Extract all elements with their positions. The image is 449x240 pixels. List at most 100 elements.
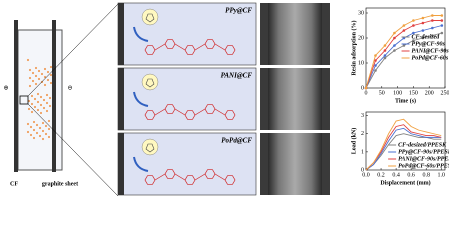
bond (194, 108, 206, 116)
dot (33, 105, 37, 109)
dot (31, 79, 35, 83)
marker (383, 56, 387, 60)
x-tick-label: 1.0 (437, 172, 445, 178)
dot (48, 104, 52, 108)
ring (184, 45, 196, 55)
x-tick-label: 0.8 (422, 172, 430, 178)
monomer-ring (145, 13, 155, 23)
fiber-bar (118, 68, 124, 130)
fiber-label: CF (10, 181, 18, 187)
ring (224, 45, 236, 55)
dot (38, 126, 42, 130)
y-tick-label: 10 (358, 60, 364, 66)
dot (35, 123, 39, 127)
bond (174, 108, 186, 116)
electrochemical-cell (14, 3, 119, 197)
legend-label: PANI@CF-90s (412, 48, 449, 54)
dot (47, 127, 51, 131)
dot (43, 75, 47, 79)
marker (440, 24, 444, 27)
marker (421, 21, 425, 25)
dot (27, 99, 31, 103)
legend-label: PoPd@CF-60s (412, 55, 449, 61)
dot (38, 134, 42, 138)
bond (194, 43, 206, 51)
dot (49, 73, 53, 77)
figure: ⊕ ⊖ CF graphite sheet PPy@CF PANI@CF PoPd@… (3, 2, 449, 197)
sem-fiber (268, 3, 322, 65)
series-line (365, 133, 442, 171)
x-tick-label: 150 (409, 90, 418, 96)
marker (412, 31, 415, 35)
bond (214, 43, 226, 51)
arrow (133, 26, 149, 42)
ring (144, 110, 156, 120)
fiber-bar (118, 3, 124, 65)
y-tick-label: 20 (358, 35, 364, 41)
dot (37, 77, 41, 81)
dot (45, 93, 49, 97)
marker (421, 36, 425, 40)
marker (431, 19, 434, 22)
marker (440, 31, 444, 35)
dot (26, 130, 30, 134)
marker (412, 39, 415, 42)
dot (42, 106, 46, 110)
marker (374, 64, 377, 67)
y-axis-label: Resin adsorption (%) (350, 20, 357, 75)
panel (117, 132, 257, 196)
dot (28, 68, 32, 72)
y-tick-label: 0 (361, 167, 364, 173)
dot (44, 124, 48, 128)
y-tick-label: 1 (361, 149, 364, 155)
x-axis-label: Displacement (mm) (380, 179, 430, 186)
panel (117, 2, 257, 66)
plot-frame (365, 7, 446, 89)
dot (32, 128, 36, 132)
y-tick-label: 2 (361, 131, 364, 137)
dot (41, 137, 45, 141)
marker (364, 86, 368, 90)
dot (41, 129, 45, 133)
dot (45, 101, 49, 105)
dot (31, 71, 35, 75)
sem-fiber (268, 68, 322, 130)
dot (41, 121, 45, 125)
legend-label: PoPd@CF-60s/PPESK (398, 163, 449, 169)
dot (34, 82, 38, 86)
dot (47, 135, 51, 139)
dot (28, 76, 32, 80)
dot (39, 103, 43, 107)
arrow (133, 156, 149, 172)
marker (393, 31, 396, 35)
y-axis-label: Load (kN) (350, 128, 357, 155)
bond (154, 173, 166, 181)
marker (374, 69, 377, 72)
marker (431, 34, 434, 37)
series-line (365, 124, 442, 171)
marker (421, 16, 425, 20)
dot (33, 97, 37, 101)
monomer-icon (141, 73, 159, 91)
marker (412, 24, 415, 27)
marker (431, 14, 434, 17)
y-tick-label: 30 (358, 10, 364, 16)
marker (402, 44, 406, 47)
legend-label: CF-desized (412, 34, 441, 40)
ring (164, 39, 176, 49)
series-line (365, 127, 442, 171)
y-tick-label: 0 (361, 85, 364, 91)
marker (374, 54, 377, 57)
marker (393, 49, 396, 52)
sem-fiber (268, 133, 322, 195)
x-tick-label: 50 (379, 90, 385, 96)
dot (43, 83, 47, 87)
dot (44, 132, 48, 136)
dot (49, 81, 53, 85)
legend-label: PPy@CF-90s/PPESK (398, 149, 449, 155)
bond (214, 108, 226, 116)
dot (36, 100, 40, 104)
dot (43, 67, 47, 71)
anode-symbol: ⊕ (3, 85, 8, 91)
panel-label: PoPd@CF (221, 137, 252, 145)
